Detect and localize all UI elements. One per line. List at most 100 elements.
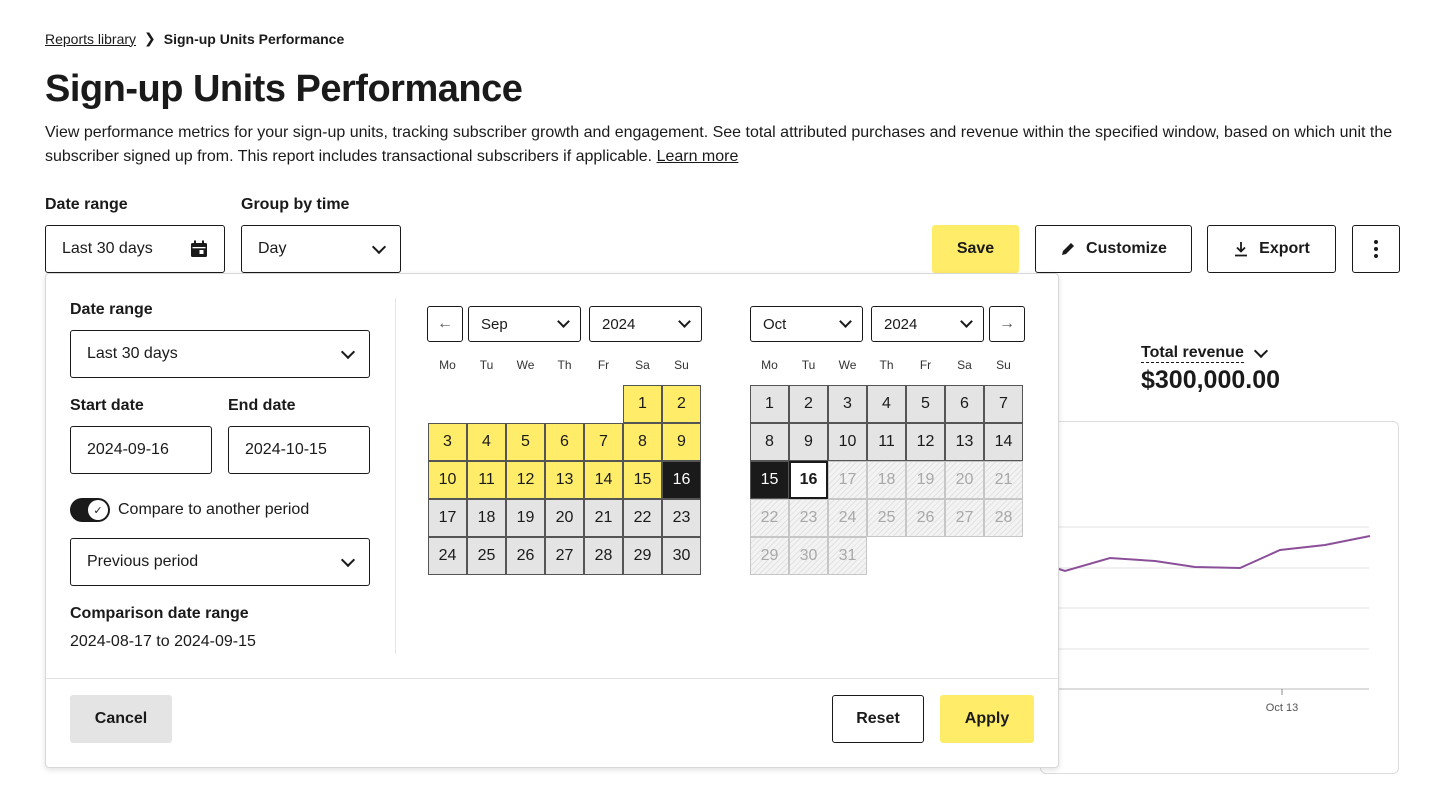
save-button-label: Save: [956, 240, 995, 257]
calendar-day-sep-16[interactable]: 16: [662, 461, 701, 499]
calendar-day-sep-28[interactable]: 28: [584, 537, 623, 575]
start-date-label: Start date: [70, 397, 144, 414]
calendar-day-oct-17: 17: [828, 461, 867, 499]
calendar-day-sep-22[interactable]: 22: [623, 499, 662, 537]
calendar-day-sep-13[interactable]: 13: [545, 461, 584, 499]
calendar-day-sep-1[interactable]: 1: [623, 385, 662, 423]
weekday-label: We: [838, 358, 857, 372]
calendar-day-oct-26: 26: [906, 499, 945, 537]
left-year-select[interactable]: 2024: [589, 306, 702, 342]
calendar-day-oct-2[interactable]: 2: [789, 385, 828, 423]
comparison-range-label: Comparison date range: [70, 605, 249, 622]
export-button[interactable]: Export: [1207, 225, 1336, 273]
calendar-day-sep-7[interactable]: 7: [584, 423, 623, 461]
calendar-day-sep-27[interactable]: 27: [545, 537, 584, 575]
calendar-day-sep-4[interactable]: 4: [467, 423, 506, 461]
calendar-day-sep-26[interactable]: 26: [506, 537, 545, 575]
check-icon: ✓: [88, 500, 108, 520]
cancel-button[interactable]: Cancel: [70, 695, 172, 743]
calendar-day-sep-5[interactable]: 5: [506, 423, 545, 461]
left-year-value: 2024: [602, 315, 636, 333]
calendar-day-oct-7[interactable]: 7: [984, 385, 1023, 423]
weekday-label: Sa: [957, 358, 972, 372]
metric-value: $300,000.00: [1141, 366, 1281, 394]
download-icon: [1235, 242, 1248, 257]
calendar-day-sep-3[interactable]: 3: [428, 423, 467, 461]
chevron-down-icon: [678, 315, 691, 328]
start-date-input[interactable]: 2024-09-16: [70, 426, 212, 474]
arrow-right-icon[interactable]: →: [989, 306, 1025, 342]
calendar-day-oct-9[interactable]: 9: [789, 423, 828, 461]
more-options-button[interactable]: [1352, 225, 1400, 273]
calendar-day-oct-21: 21: [984, 461, 1023, 499]
calendar-day-oct-8[interactable]: 8: [750, 423, 789, 461]
left-month-value: Sep: [481, 315, 508, 333]
weekday-label: Sa: [635, 358, 650, 372]
calendar-day-sep-30[interactable]: 30: [662, 537, 701, 575]
calendar-day-oct-28: 28: [984, 499, 1023, 537]
calendar-day-oct-1[interactable]: 1: [750, 385, 789, 423]
group-by-select[interactable]: Day: [241, 225, 401, 273]
save-button[interactable]: Save: [932, 225, 1019, 273]
calendar-day-oct-16[interactable]: 16: [789, 461, 828, 499]
calendar-day-oct-10[interactable]: 10: [828, 423, 867, 461]
weekday-label: Mo: [761, 358, 778, 372]
metric-selector[interactable]: Total revenue: [1141, 343, 1268, 363]
left-month-select[interactable]: Sep: [468, 306, 581, 342]
date-range-value: Last 30 days: [62, 240, 153, 257]
chevron-down-icon: [340, 344, 356, 359]
start-date-value: 2024-09-16: [87, 441, 169, 458]
date-range-input[interactable]: Last 30 days: [45, 225, 225, 273]
calendar-day-sep-10[interactable]: 10: [428, 461, 467, 499]
calendar-day-oct-4[interactable]: 4: [867, 385, 906, 423]
calendar-day-oct-15[interactable]: 15: [750, 461, 789, 499]
breadcrumb: Reports library ❯ Sign-up Units Performa…: [45, 30, 344, 47]
calendar-day-sep-19[interactable]: 19: [506, 499, 545, 537]
calendar-day-sep-12[interactable]: 12: [506, 461, 545, 499]
calendar-day-sep-23[interactable]: 23: [662, 499, 701, 537]
calendar-day-sep-2[interactable]: 2: [662, 385, 701, 423]
calendar-day-oct-13[interactable]: 13: [945, 423, 984, 461]
calendar-day-sep-9[interactable]: 9: [662, 423, 701, 461]
breadcrumb-reports-library[interactable]: Reports library: [45, 30, 137, 47]
reset-button[interactable]: Reset: [832, 695, 924, 743]
compare-period-select[interactable]: Previous period: [70, 538, 370, 586]
end-date-label: End date: [228, 397, 296, 414]
calendar-day-oct-11[interactable]: 11: [867, 423, 906, 461]
popover-date-range-select[interactable]: Last 30 days: [70, 330, 370, 378]
page-description: View performance metrics for your sign-u…: [45, 121, 1405, 169]
calendar-day-sep-14[interactable]: 14: [584, 461, 623, 499]
calendar-day-sep-24[interactable]: 24: [428, 537, 467, 575]
right-month-select[interactable]: Oct: [750, 306, 863, 342]
compare-period-value: Previous period: [87, 553, 199, 570]
calendar-day-oct-3[interactable]: 3: [828, 385, 867, 423]
calendar-day-sep-20[interactable]: 20: [545, 499, 584, 537]
chevron-down-icon: [557, 315, 570, 328]
chevron-down-icon: [960, 315, 973, 328]
compare-toggle-label: Compare to another period: [118, 501, 310, 518]
customize-button[interactable]: Customize: [1035, 225, 1192, 273]
calendar-day-sep-21[interactable]: 21: [584, 499, 623, 537]
calendar-day-oct-12[interactable]: 12: [906, 423, 945, 461]
calendar-day-sep-8[interactable]: 8: [623, 423, 662, 461]
right-month-value: Oct: [763, 315, 787, 333]
calendar-day-sep-15[interactable]: 15: [623, 461, 662, 499]
calendar-day-oct-25: 25: [867, 499, 906, 537]
calendar-day-sep-18[interactable]: 18: [467, 499, 506, 537]
calendar-day-sep-29[interactable]: 29: [623, 537, 662, 575]
calendar-day-sep-11[interactable]: 11: [467, 461, 506, 499]
learn-more-link[interactable]: Learn more: [656, 148, 739, 165]
calendar-day-sep-25[interactable]: 25: [467, 537, 506, 575]
calendar-day-oct-14[interactable]: 14: [984, 423, 1023, 461]
calendar-day-oct-6[interactable]: 6: [945, 385, 984, 423]
right-year-select[interactable]: 2024: [871, 306, 984, 342]
calendar-day-oct-5[interactable]: 5: [906, 385, 945, 423]
end-date-input[interactable]: 2024-10-15: [228, 426, 370, 474]
apply-button[interactable]: Apply: [940, 695, 1034, 743]
weekday-label: Su: [674, 358, 689, 372]
arrow-left-icon[interactable]: ←: [427, 306, 463, 342]
calendar-day-sep-17[interactable]: 17: [428, 499, 467, 537]
calendar-day-sep-6[interactable]: 6: [545, 423, 584, 461]
compare-toggle[interactable]: ✓: [70, 498, 110, 522]
weekday-label: Tu: [479, 358, 494, 372]
